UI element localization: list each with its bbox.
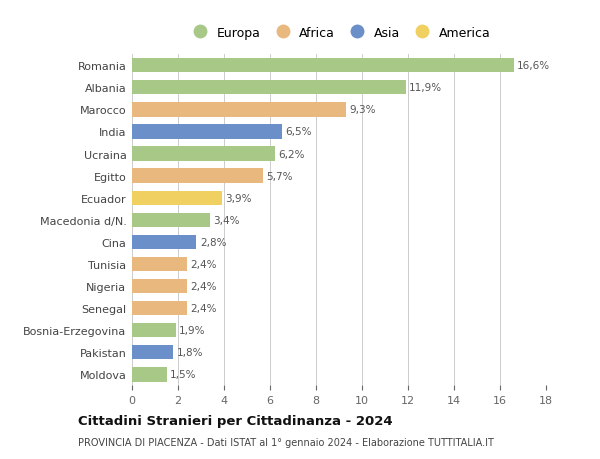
- Text: PROVINCIA DI PIACENZA - Dati ISTAT al 1° gennaio 2024 - Elaborazione TUTTITALIA.: PROVINCIA DI PIACENZA - Dati ISTAT al 1°…: [78, 437, 494, 447]
- Bar: [132, 367, 167, 382]
- Bar: [132, 257, 187, 272]
- Bar: [132, 125, 281, 140]
- Bar: [132, 191, 222, 206]
- Text: 16,6%: 16,6%: [517, 61, 550, 71]
- Text: 11,9%: 11,9%: [409, 83, 442, 93]
- Text: 6,2%: 6,2%: [278, 149, 305, 159]
- Text: 2,4%: 2,4%: [191, 303, 217, 313]
- Text: 6,5%: 6,5%: [285, 127, 311, 137]
- Bar: [132, 103, 346, 118]
- Bar: [132, 235, 196, 250]
- Text: 1,5%: 1,5%: [170, 369, 196, 380]
- Bar: [132, 301, 187, 316]
- Text: 9,3%: 9,3%: [349, 105, 376, 115]
- Legend: Europa, Africa, Asia, America: Europa, Africa, Asia, America: [182, 22, 496, 45]
- Bar: [132, 147, 275, 162]
- Text: 2,8%: 2,8%: [200, 237, 226, 247]
- Text: 3,9%: 3,9%: [225, 193, 251, 203]
- Text: 1,8%: 1,8%: [177, 347, 203, 358]
- Bar: [132, 169, 263, 184]
- Bar: [132, 81, 406, 95]
- Bar: [132, 279, 187, 294]
- Text: 2,4%: 2,4%: [191, 281, 217, 291]
- Bar: [132, 323, 176, 338]
- Text: 3,4%: 3,4%: [214, 215, 240, 225]
- Bar: [132, 59, 514, 73]
- Text: 5,7%: 5,7%: [266, 171, 293, 181]
- Text: 1,9%: 1,9%: [179, 325, 206, 336]
- Text: Cittadini Stranieri per Cittadinanza - 2024: Cittadini Stranieri per Cittadinanza - 2…: [78, 414, 392, 428]
- Bar: [132, 345, 173, 360]
- Bar: [132, 213, 210, 228]
- Text: 2,4%: 2,4%: [191, 259, 217, 269]
